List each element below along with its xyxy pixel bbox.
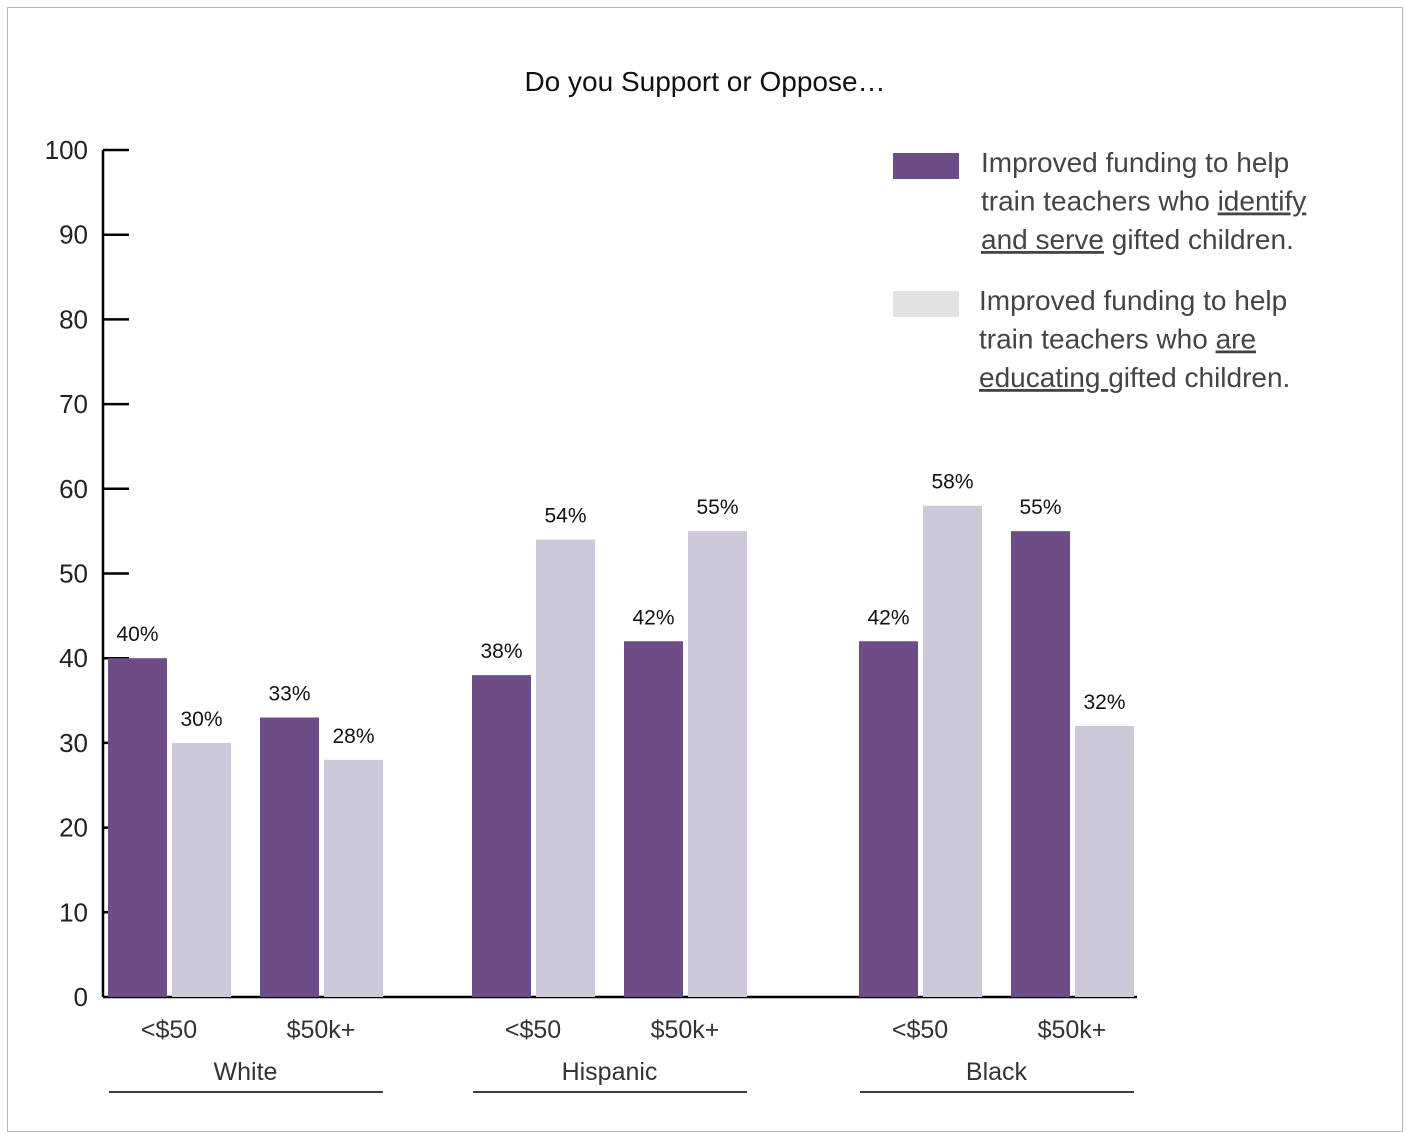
group-label: Hispanic — [562, 1058, 658, 1086]
data-label: 42% — [632, 606, 674, 629]
legend-text-line: educating gifted children. — [979, 362, 1290, 393]
y-tick-label: 0 — [74, 982, 88, 1012]
bar — [923, 505, 982, 997]
bar — [688, 531, 747, 997]
legend-swatch — [893, 291, 959, 317]
data-label: 55% — [1019, 496, 1061, 519]
legend-text-line: train teachers who are — [979, 324, 1256, 355]
legend-text-line: and serve gifted children. — [981, 224, 1294, 255]
y-tick-label: 60 — [59, 474, 88, 504]
y-tick-label: 20 — [59, 813, 88, 843]
bar — [859, 641, 918, 997]
bar — [172, 742, 231, 997]
y-tick-label: 40 — [59, 643, 88, 673]
legend-swatch — [893, 153, 959, 179]
group-label: Black — [966, 1058, 1028, 1086]
bar — [108, 658, 167, 997]
bars — [108, 505, 1134, 997]
group-label: White — [214, 1058, 278, 1086]
bar — [324, 759, 383, 997]
bar — [472, 675, 531, 997]
x-tick-label: <$50 — [141, 1016, 197, 1044]
data-label: 58% — [931, 471, 973, 494]
data-label: 40% — [116, 623, 158, 646]
legend: Improved funding to help train teachers w… — [893, 147, 1306, 393]
data-label: 30% — [180, 708, 222, 731]
x-axis-labels: <$50 $50k+White<$50 $50k+Hispanic<$50 $50k+… — [109, 1016, 1134, 1093]
data-label: 28% — [332, 725, 374, 748]
y-tick-label: 50 — [59, 559, 88, 589]
data-label: 54% — [544, 505, 586, 528]
y-tick-label: 80 — [59, 304, 88, 334]
y-tick-label: 100 — [45, 135, 88, 165]
y-tick-label: 90 — [59, 220, 88, 250]
data-labels: 40% 33% 38% 42% 42% 55% 30% 28% 54% 55% 58% 32% — [116, 471, 1125, 748]
x-tick-label: $50k+ — [287, 1016, 356, 1044]
bar — [624, 641, 683, 997]
x-tick-label: $50k+ — [1038, 1016, 1107, 1044]
y-tick-label: 70 — [59, 389, 88, 419]
x-tick-label: <$50 — [505, 1016, 561, 1044]
data-label: 55% — [696, 496, 738, 519]
y-tick-label: 30 — [59, 728, 88, 758]
legend-text-line: Improved funding to help — [981, 147, 1289, 178]
bar — [536, 539, 595, 997]
bar — [1011, 531, 1070, 997]
x-tick-label: <$50 — [892, 1016, 948, 1044]
data-label: 32% — [1083, 691, 1125, 714]
legend-text-line: train teachers who identify — [981, 186, 1306, 217]
data-label: 42% — [867, 606, 909, 629]
data-label: 38% — [480, 640, 522, 663]
legend-text-line: Improved funding to help — [979, 285, 1287, 316]
x-tick-label: $50k+ — [651, 1016, 720, 1044]
chart-title: Do you Support or Oppose… — [524, 66, 885, 97]
bar — [1075, 725, 1134, 997]
data-label: 33% — [268, 682, 310, 705]
y-tick-label: 10 — [59, 897, 88, 927]
bar — [260, 717, 319, 997]
